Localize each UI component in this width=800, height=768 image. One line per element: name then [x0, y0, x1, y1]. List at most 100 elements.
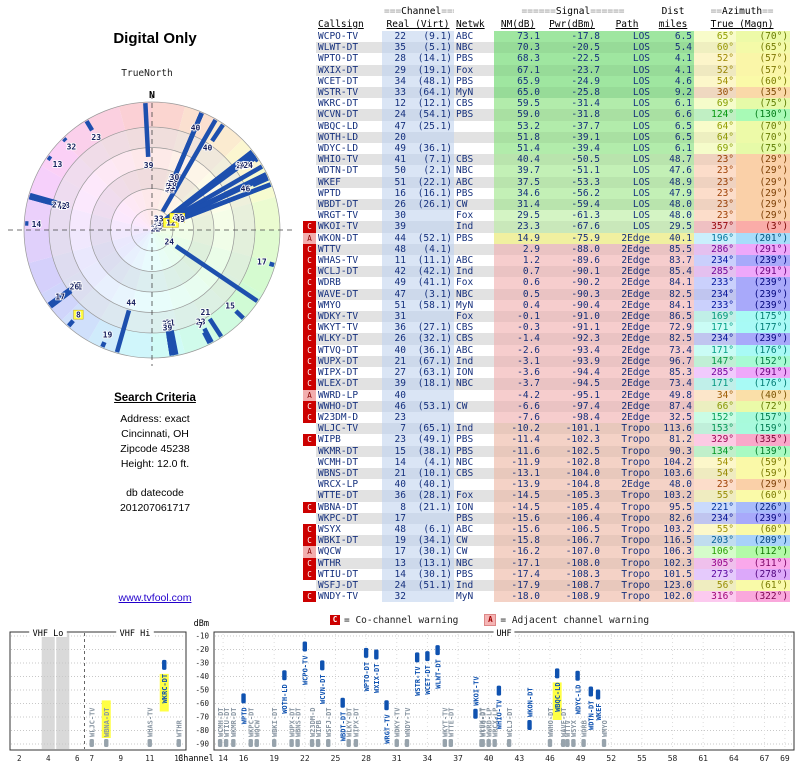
channel-tick-label: 40 [484, 754, 494, 763]
spectrum-bar-label: WKON-DT [526, 687, 534, 717]
radar-bar [46, 155, 53, 162]
channel-tick-label: 22 [300, 754, 310, 763]
band-label-uhf-bg [493, 628, 515, 637]
spectrum-bar [404, 739, 410, 747]
path-cell: LOS [602, 42, 653, 54]
spectrum-bar [492, 739, 497, 747]
channel-tick-label: 13 [174, 754, 183, 763]
table-row: C WLKY-DT 26 (32.1) CBS -1.4 -92.3 2Edge 82.5 234… [303, 333, 791, 345]
radar-bar-label: 41 [164, 186, 174, 195]
warning-flag-empty [303, 143, 316, 155]
azimuth-group-header: ==Azimuth== [710, 6, 774, 17]
spectrum-bar-label: WKOI-TV [472, 675, 480, 705]
network-cell: CW [454, 546, 495, 558]
table-row: WTTE-DT 36 (28.1) Fox -14.5 -105.3 Tropo 103.2 5… [303, 490, 791, 502]
band-label-vhf-lo-bg [29, 628, 67, 637]
azimuth-true-cell: 34° [694, 389, 737, 401]
dist-miles-cell: 102.3 [652, 557, 695, 569]
path-cell: LOS [602, 154, 653, 166]
azimuth-true-cell: 234° [694, 255, 737, 267]
dist-miles-cell: 48.9 [652, 176, 695, 188]
radar-bar-label: 48 [240, 161, 250, 170]
table-row: WXIX-DT 29 (19.1) Fox 67.1 -23.7 LOS 4.1 52° (57°… [303, 64, 791, 76]
azimuth-true-cell: 357° [694, 221, 737, 233]
virtual-channel-cell: (64.1) [408, 87, 455, 99]
dbm-axis-label: dBm [194, 619, 209, 629]
azimuth-magn-cell: (60°) [736, 75, 791, 88]
channel-tick-label: 16 [239, 754, 249, 763]
azimuth-true-cell: 54° [694, 75, 737, 88]
channel-tick-label: 46 [545, 754, 555, 763]
spectrum-bar-label: WLJC-TV [89, 707, 97, 737]
radar-bar-label: 49 [175, 215, 185, 224]
real-channel-cell: 11 [382, 255, 408, 267]
pwr-dbm-cell: -90.4 [542, 299, 603, 312]
warning-flag: C [303, 333, 316, 345]
azimuth-magn-cell: (152°) [736, 355, 791, 368]
pwr-dbm-cell: -39.1 [542, 131, 603, 144]
pwr-dbm-cell: -106.4 [542, 512, 603, 524]
callsign-cell: WSFJ-DT [316, 579, 382, 592]
pwr-dbm-cell: -108.7 [542, 579, 603, 592]
spectrum-bar [302, 641, 308, 652]
dist-miles-cell: 85.4 [652, 266, 695, 278]
dist-miles-cell: 82.5 [652, 288, 695, 300]
callsign-cell: WRGT-TV [316, 210, 382, 222]
dist-miles-cell: 83.7 [652, 255, 695, 267]
azimuth-magn-cell: (75°) [736, 98, 791, 110]
azimuth-true-cell: 23° [694, 187, 737, 200]
dbm-tick-label: -50 [195, 686, 209, 695]
radar-bar-label: 24 [243, 161, 253, 170]
azimuth-magn-cell: (291°) [736, 367, 791, 379]
spectrum-bar-label: WBQC-LD [554, 682, 562, 712]
callsign-cell: WBQC-LD [316, 120, 382, 132]
path-cell: Tropo [602, 512, 653, 524]
azimuth-magn-cell: (239°) [736, 277, 791, 289]
radar-bar [202, 331, 212, 345]
real-channel-cell: 41 [382, 154, 408, 166]
azimuth-magn-cell: (291°) [736, 243, 791, 256]
warning-flag: C [303, 568, 316, 580]
warning-flag-empty [303, 423, 316, 435]
azimuth-true-cell: 30° [694, 87, 737, 99]
network-cell: Ind [454, 579, 495, 592]
spectrum-bar-label: WRCX-LP [491, 707, 499, 737]
tvfool-link[interactable]: www.tvfool.com [118, 592, 192, 604]
radar-bar [84, 119, 95, 132]
dist-miles-cell: 103.6 [652, 467, 695, 480]
warning-flag-empty [303, 31, 316, 43]
path-cell: 2Edge [602, 232, 653, 244]
nm-db-cell: 1.2 [494, 255, 543, 267]
channel-tick-label: 52 [606, 754, 616, 763]
radar-bar-label: 8 [76, 311, 81, 320]
radar-bar-label: 12 [166, 219, 176, 228]
radar-bar [185, 172, 268, 216]
nm-db-cell: 68.3 [494, 53, 543, 65]
dist-miles-cell: 6.1 [652, 143, 695, 155]
callsign-cell: WSTR-TV [316, 87, 382, 99]
spectrum-bar [554, 668, 560, 679]
north-label: N [149, 90, 155, 101]
dist-miles-cell: 47.6 [652, 165, 695, 177]
pwr-dbm-cell: -75.9 [542, 232, 603, 244]
network-cell: Fox [454, 277, 495, 289]
dist-miles-cell: 6.1 [652, 98, 695, 110]
radar-bar-label: 26 [70, 282, 80, 291]
network-cell [454, 411, 495, 424]
virtual-channel-cell: (11.1) [408, 255, 455, 267]
virtual-channel-cell: (13.1) [408, 557, 455, 569]
virtual-channel-cell: (6.1) [408, 523, 455, 536]
nm-db-cell: -0.1 [494, 311, 543, 323]
warning-flag: A [303, 389, 316, 401]
spectrum-bar-label: WLEX-DT [478, 707, 486, 737]
real-channel-cell: 21 [382, 355, 408, 368]
callsign-cell: WDTN-DT [316, 165, 382, 177]
pwr-dbm-cell: -95.1 [542, 389, 603, 401]
path-cell: 2Edge [602, 378, 653, 390]
spectrum-bar [241, 693, 246, 704]
table-row: WRGT-TV 30 Fox 29.5 -61.3 LOS 48.0 23° (29°) [303, 210, 791, 222]
table-row: WKMR-DT 15 (38.1) PBS -11.6 -102.5 Tropo 90.3 13… [303, 445, 791, 457]
path-cell: 2Edge [602, 322, 653, 334]
spectrum-bar [384, 700, 389, 711]
pwr-dbm-cell: -108.0 [542, 557, 603, 569]
